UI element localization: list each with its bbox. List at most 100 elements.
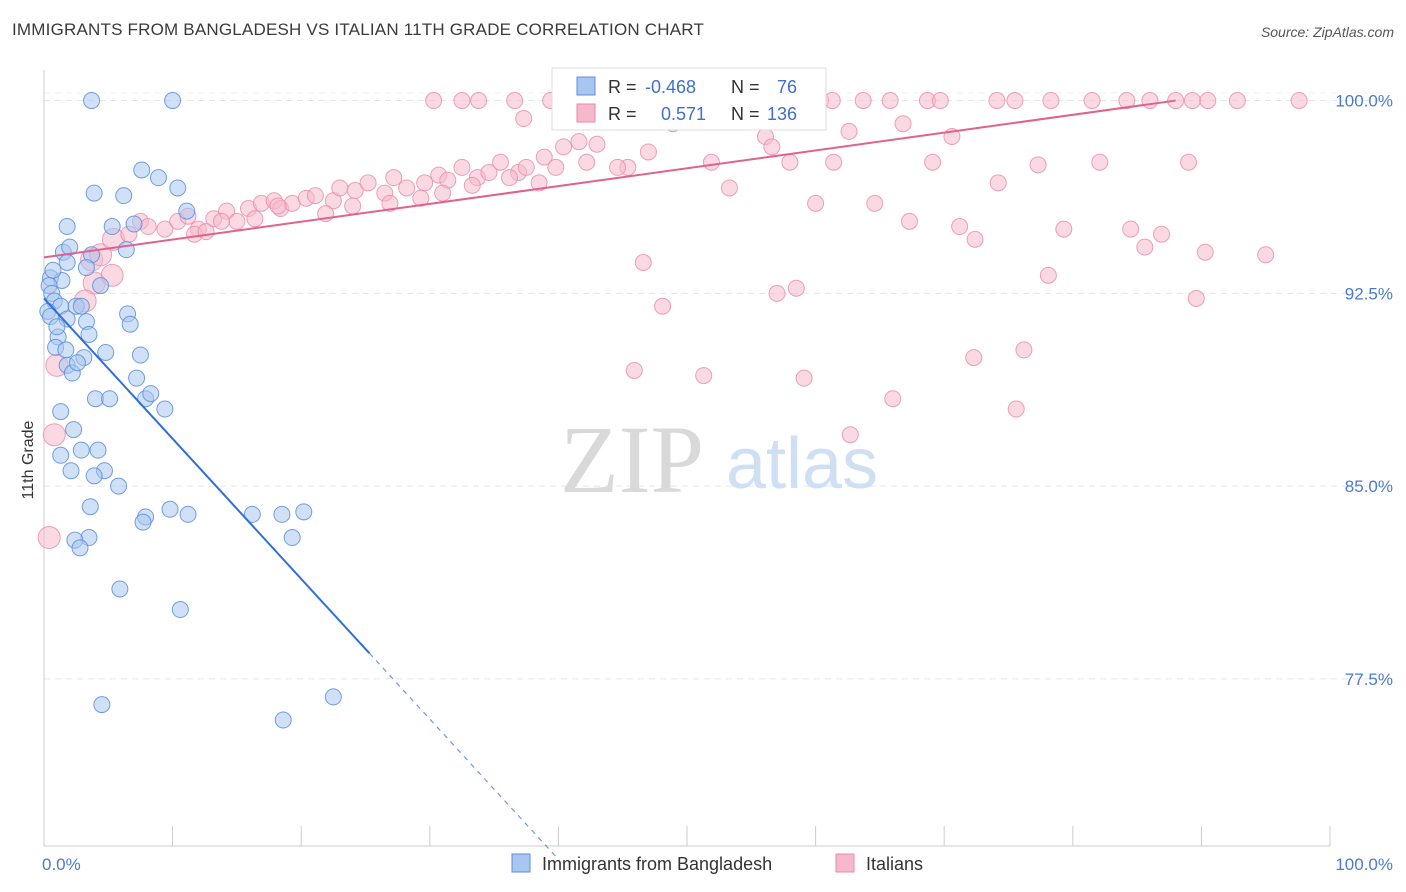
bangladesh-point-45 bbox=[89, 441, 107, 459]
r-label-pink: R = bbox=[608, 104, 637, 124]
bangladesh-point-63 bbox=[71, 539, 89, 557]
italians-point-0 bbox=[425, 92, 443, 110]
bangladesh-point-40 bbox=[101, 390, 119, 408]
italians-point-113 bbox=[570, 133, 588, 151]
italians-point-127 bbox=[530, 174, 548, 192]
italians-point-121 bbox=[344, 197, 362, 215]
bangladesh-point-43 bbox=[52, 403, 70, 421]
italians-point-46 bbox=[1180, 153, 1198, 171]
italians-point-54 bbox=[1122, 220, 1140, 238]
italians-point-99 bbox=[385, 169, 403, 187]
bangladesh-point-46 bbox=[72, 441, 90, 459]
italians-point-101 bbox=[416, 174, 434, 192]
gridlines bbox=[44, 92, 1380, 680]
bangladesh-point-11 bbox=[117, 241, 135, 259]
italians-point-125 bbox=[463, 176, 481, 194]
italians-point-43 bbox=[924, 153, 942, 171]
series-legend-italians: Italians bbox=[866, 854, 923, 874]
bangladesh-point-58 bbox=[273, 505, 291, 523]
source-credit: Source: ZipAtlas.com bbox=[1260, 24, 1394, 40]
italians-point-49 bbox=[807, 194, 825, 212]
italians-point-66 bbox=[1015, 341, 1033, 359]
bangladesh-point-52 bbox=[81, 498, 99, 516]
italians-point-57 bbox=[1136, 238, 1154, 256]
bangladesh-point-0 bbox=[83, 92, 101, 110]
italians-point-29 bbox=[1290, 92, 1308, 110]
series-legend-bangladesh: Immigrants from Bangladesh bbox=[542, 854, 772, 874]
italians-point-64 bbox=[1187, 289, 1205, 307]
bangladesh-point-30 bbox=[80, 325, 98, 343]
bangladesh-point-9 bbox=[58, 218, 76, 236]
axes bbox=[43, 70, 1331, 847]
bangladesh-point-67 bbox=[324, 688, 342, 706]
bangladesh-point-44 bbox=[65, 421, 83, 439]
y-tick-label-1: 92.5% bbox=[1345, 284, 1393, 303]
italians-point-123 bbox=[412, 189, 430, 207]
italians-point-23 bbox=[1118, 92, 1136, 110]
watermark-zip: ZIP bbox=[560, 406, 704, 513]
italians-point-100 bbox=[398, 179, 416, 197]
italians-point-60 bbox=[768, 284, 786, 302]
bangladesh-point-57 bbox=[243, 505, 261, 523]
italians-point-26 bbox=[1183, 92, 1201, 110]
italians-point-116 bbox=[197, 223, 215, 241]
italians-point-61 bbox=[787, 279, 805, 297]
italians-point-58 bbox=[1196, 243, 1214, 261]
y-tick-label-2: 85.0% bbox=[1345, 477, 1393, 496]
italians-point-21 bbox=[1042, 92, 1060, 110]
italians-point-34 bbox=[840, 122, 858, 140]
italians-point-59 bbox=[1257, 246, 1275, 264]
italians-point-45 bbox=[1091, 153, 1109, 171]
bangladesh-trend-extension bbox=[368, 652, 559, 860]
y-tick-label-0: 100.0% bbox=[1335, 92, 1393, 111]
italians-point-80 bbox=[156, 220, 174, 238]
bangladesh-point-69 bbox=[72, 297, 90, 315]
r-label-blue: R = bbox=[608, 77, 637, 97]
bangladesh-point-3 bbox=[85, 184, 103, 202]
italians-point-126 bbox=[501, 169, 519, 187]
series-legend: Immigrants from Bangladesh Italians bbox=[511, 853, 923, 874]
italians-point-73 bbox=[634, 253, 652, 271]
italians-point-24 bbox=[1141, 92, 1159, 110]
italians-point-50 bbox=[866, 194, 884, 212]
italians-point-16 bbox=[881, 92, 899, 110]
y-tick-labels: 100.0% 92.5% 85.0% 77.5% bbox=[1335, 92, 1393, 689]
bangladesh-point-38 bbox=[128, 369, 146, 387]
italians-point-41 bbox=[781, 153, 799, 171]
italians-point-3 bbox=[506, 92, 524, 110]
italians-point-72 bbox=[841, 426, 859, 444]
italians-point-129 bbox=[639, 143, 657, 161]
italians-point-91 bbox=[283, 194, 301, 212]
legend-swatch-blue bbox=[576, 76, 596, 96]
n-label-blue: N = bbox=[731, 77, 760, 97]
italians-point-27 bbox=[1199, 92, 1217, 110]
italians-point-117 bbox=[212, 212, 230, 230]
bangladesh-point-66 bbox=[93, 696, 111, 714]
italians-point-112 bbox=[555, 138, 573, 156]
correlation-legend: R = -0.468 N = 76 R = 0.571 N = 136 bbox=[551, 67, 827, 131]
italians-point-111 bbox=[547, 158, 565, 176]
italians-point-107 bbox=[492, 153, 510, 171]
italians-point-128 bbox=[609, 158, 627, 176]
bangladesh-point-60 bbox=[295, 503, 313, 521]
bangladesh-point-39 bbox=[86, 390, 104, 408]
bangladesh-point-8 bbox=[125, 215, 143, 233]
bangladesh-point-73 bbox=[48, 318, 66, 336]
bangladesh-point-28 bbox=[121, 315, 139, 333]
italians-point-52 bbox=[951, 218, 969, 236]
italians-point-48 bbox=[720, 179, 738, 197]
bangladesh-point-72 bbox=[44, 261, 62, 279]
bangladesh-point-74 bbox=[68, 354, 86, 372]
x-tick-labels: 0.0% 100.0% bbox=[42, 855, 1393, 874]
r-value-blue: -0.468 bbox=[645, 77, 696, 97]
italians-point-68 bbox=[695, 367, 713, 385]
bangladesh-point-56 bbox=[134, 513, 152, 531]
italians-point-93 bbox=[306, 187, 324, 205]
italians-point-118 bbox=[246, 210, 264, 228]
italians-point-104 bbox=[453, 158, 471, 176]
italians-point-22 bbox=[1083, 92, 1101, 110]
italians-point-38 bbox=[578, 153, 596, 171]
italians-point-51 bbox=[900, 212, 918, 230]
italians-point-44 bbox=[1029, 156, 1047, 174]
